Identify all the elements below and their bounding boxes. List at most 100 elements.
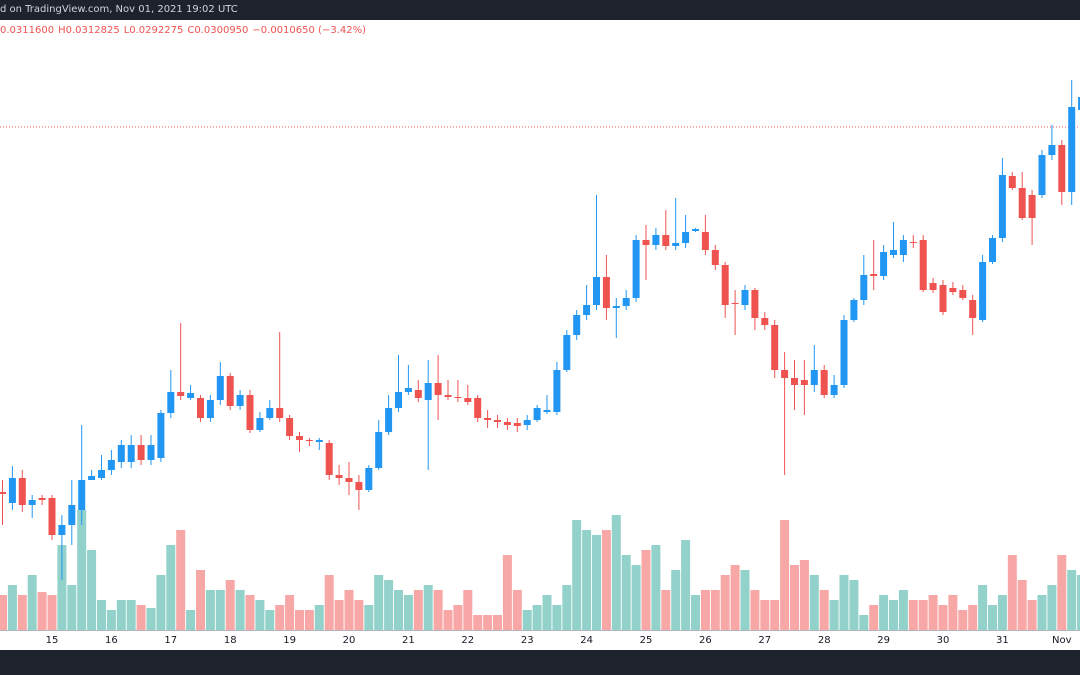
candle-body (503, 422, 511, 425)
x-tick-label: Nov (1052, 635, 1072, 646)
volume-bar (938, 605, 948, 630)
volume-bar (285, 595, 295, 630)
candle-body (256, 418, 264, 430)
volume-bar (691, 595, 700, 630)
volume-bar (522, 610, 532, 630)
candle-body (761, 318, 769, 325)
candle-body (117, 445, 125, 462)
volume-bar (156, 575, 166, 630)
volume-bar (265, 610, 275, 630)
candle-body (385, 408, 393, 432)
volume-bar (958, 610, 968, 630)
volume-bar (730, 565, 740, 630)
volume-bar (205, 590, 215, 630)
volume-bar (67, 585, 77, 630)
volume-bar (928, 595, 938, 630)
candle-body (959, 290, 967, 298)
candle-body (721, 265, 729, 305)
candle-body (523, 420, 531, 425)
volume-bar (1067, 570, 1077, 630)
volume-bar (186, 610, 196, 630)
volume-bar (661, 590, 671, 630)
candle-body (1038, 155, 1046, 195)
candle-body (345, 478, 353, 482)
candle-body (840, 320, 848, 385)
volume-bar (532, 605, 542, 630)
candle-body (682, 232, 690, 243)
candle-body (602, 277, 610, 308)
volume-bar (344, 590, 354, 630)
volume-bar (413, 590, 423, 630)
volume-bar (324, 575, 334, 630)
volume-bar (750, 590, 760, 630)
legend-high: H0.0312825 (58, 25, 120, 36)
candle-body (167, 392, 175, 413)
x-tick-label: 23 (521, 635, 534, 646)
volume-bar (681, 540, 691, 630)
volume-bar (334, 600, 344, 630)
x-tick-label: 25 (640, 635, 653, 646)
volume-bar (463, 590, 473, 630)
volume-bar (116, 600, 126, 630)
volume-bar (146, 608, 156, 630)
candle-body (78, 480, 86, 510)
volume-bar (790, 565, 799, 630)
candle-body (276, 408, 284, 418)
volume-bar (166, 545, 176, 630)
volume-bar (443, 610, 453, 630)
volume-bar (1037, 595, 1047, 630)
volume-bar (97, 600, 106, 630)
candle-body (563, 335, 571, 370)
volume-bar (671, 570, 681, 630)
candle-body (860, 275, 868, 300)
volume-bar (720, 575, 730, 630)
candle-body (543, 410, 551, 412)
candle-body (1078, 97, 1080, 110)
candle-body (58, 525, 66, 535)
candle-body (632, 240, 640, 298)
candle-body (315, 440, 323, 442)
volume-bar (126, 600, 136, 630)
volume-bar (948, 595, 958, 630)
candle-body (820, 370, 828, 395)
volume-bar (562, 585, 572, 630)
candle-body (157, 413, 165, 458)
candle-body (137, 445, 145, 460)
volume-bar (799, 560, 809, 630)
candle-body (187, 393, 195, 398)
x-tick-label: 26 (699, 635, 712, 646)
volume-bar (780, 520, 790, 630)
candle-body (969, 300, 977, 318)
x-tick-label: 17 (164, 635, 177, 646)
volume-bar (106, 610, 116, 630)
candle-body (751, 290, 759, 318)
candle-body (830, 385, 838, 395)
volume-bar (314, 605, 324, 630)
candle-body (583, 305, 591, 315)
candle-body (355, 482, 363, 490)
candle-body (672, 243, 680, 246)
volume-bar (493, 615, 502, 630)
volume-bar (839, 575, 849, 630)
volume-bar (908, 600, 918, 630)
candle-body (553, 370, 561, 412)
legend-change: −0.0010650 (−3.42%) (252, 25, 366, 36)
candle-body (692, 229, 699, 231)
volume-bar (582, 530, 592, 630)
candle-body (236, 395, 244, 406)
volume-bar (1057, 555, 1067, 630)
plot (0, 80, 1080, 630)
candle-body (1068, 107, 1076, 192)
candle-body (434, 383, 442, 395)
candle-body (414, 390, 422, 398)
volume-bar (740, 570, 750, 630)
candle-body (286, 418, 294, 436)
volume-bar (1017, 580, 1027, 630)
candle-body (325, 443, 333, 475)
volume-bar (473, 615, 483, 630)
candle-body (998, 175, 1006, 238)
candle-body (979, 262, 987, 320)
x-tick-label: 15 (46, 635, 59, 646)
candle-body (731, 303, 739, 304)
